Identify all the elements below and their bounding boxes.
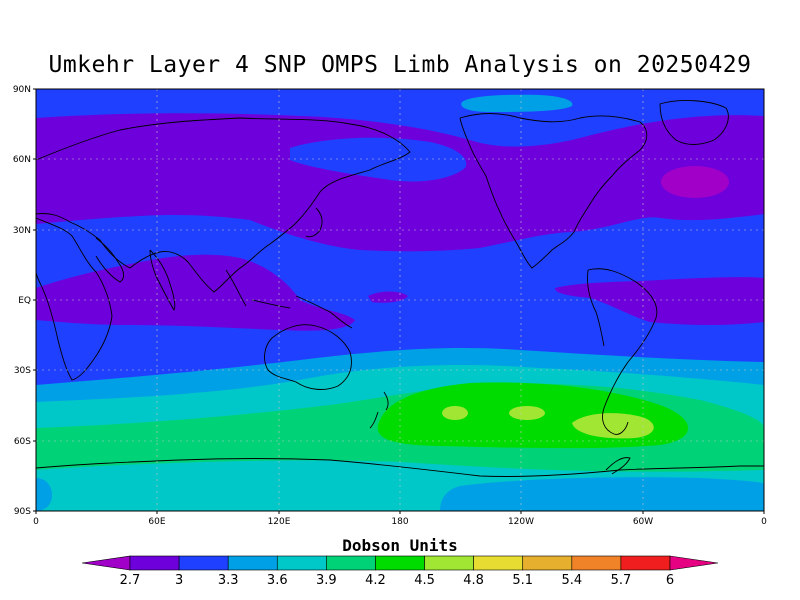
y-tick-label: EQ <box>18 296 31 306</box>
colorbar-tick-label: 3.6 <box>267 573 288 588</box>
colorbar-swatch <box>473 555 524 571</box>
colorbar-tick-label: 3 <box>175 573 183 588</box>
contour-band-3.3-antarctic-west <box>36 478 52 511</box>
coastline-north-america <box>459 113 648 269</box>
coastline-australia <box>264 324 352 390</box>
colorbar-tick-label: 5.1 <box>512 573 533 588</box>
colorbar-swatch <box>424 555 474 571</box>
colorbar-tick-label: 4.8 <box>463 573 484 588</box>
colorbar-tick-label: 3.3 <box>218 573 239 588</box>
colorbar-swatch <box>326 555 376 571</box>
colorbar-tick-label: 5.7 <box>611 573 632 588</box>
coastline-arabia <box>95 237 125 283</box>
contour-band-2.7-americas <box>555 277 764 325</box>
colorbar-swatch <box>276 555 327 571</box>
coastline-antarctic-peninsula <box>605 457 631 475</box>
x-tick-label: 120W <box>508 517 534 527</box>
x-tick-label: 120E <box>268 517 291 527</box>
contour-band-4.5 <box>509 406 545 420</box>
coastline-seasia <box>225 269 353 329</box>
colorbar-swatch <box>227 555 278 571</box>
y-tick-label: 60N <box>13 155 31 165</box>
x-tick-label: 0 <box>33 517 39 527</box>
coastline-india <box>149 249 176 311</box>
coastline-greenland <box>659 100 729 145</box>
colorbar-tick-label: 4.5 <box>414 573 435 588</box>
coastline-antarctica <box>36 458 764 477</box>
coastline-africa <box>36 217 113 381</box>
y-tick-label: 90N <box>13 85 31 95</box>
colorbar-swatch <box>620 555 671 571</box>
colorbar-swatch <box>81 555 131 571</box>
colorbar-tick-label: 5.4 <box>561 573 582 588</box>
x-tick-label: 0 <box>761 517 767 527</box>
y-tick-label: 30N <box>13 226 31 236</box>
colorbar-tick-label: 3.9 <box>316 573 337 588</box>
colorbar-tick-label: 6 <box>666 573 674 588</box>
colorbar: 2.7 3 3.3 3.6 3.9 4.2 4.5 4.8 5.1 5.4 5.7 6 <box>81 555 719 588</box>
colorbar-tick-label: 4.2 <box>365 573 386 588</box>
y-tick-label: 60S <box>14 437 31 447</box>
map-title: Umkehr Layer 4 SNP OMPS Limb Analysis on… <box>48 52 752 78</box>
x-tick-label: 60W <box>633 517 653 527</box>
colorbar-swatch <box>178 555 229 571</box>
coastline-south-america <box>587 268 658 435</box>
x-tick-label: 60E <box>148 517 165 527</box>
colorbar-tick-label: 2.7 <box>120 573 141 588</box>
y-tick-label: 30S <box>14 366 31 376</box>
contour-band-3.3-arctic <box>461 94 573 112</box>
contour-band-2.7-equator <box>36 254 355 331</box>
colorbar-swatch <box>669 555 719 571</box>
x-tick-marks <box>35 511 765 514</box>
x-tick-label: 180 <box>391 517 408 527</box>
coastlines <box>36 100 764 477</box>
graticule <box>36 89 764 511</box>
colorbar-swatch <box>129 555 180 571</box>
contour-band-4.5 <box>572 413 654 439</box>
contour-band-2.4 <box>661 166 729 198</box>
coastline-eurasia <box>36 117 411 293</box>
colorbar-swatch <box>571 555 622 571</box>
contour-band-4.5 <box>442 406 468 420</box>
contour-band-3.0-north-gap <box>290 137 467 182</box>
coastline-nz <box>369 391 389 429</box>
colorbar-swatch <box>375 555 425 571</box>
colorbar-title: Dobson Units <box>342 536 458 555</box>
colorbar-swatch <box>522 555 573 571</box>
y-tick-label: 90S <box>14 507 31 517</box>
